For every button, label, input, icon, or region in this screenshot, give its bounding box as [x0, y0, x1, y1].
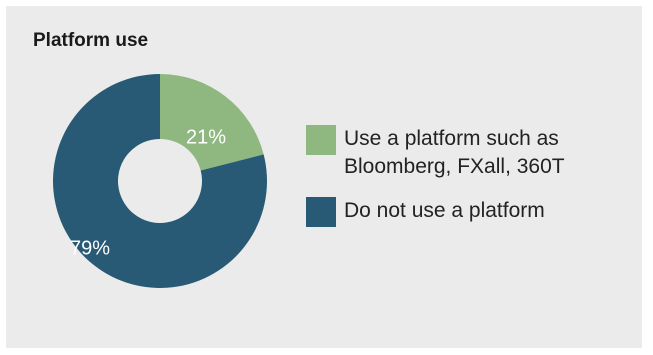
legend-item-no-platform: Do not use a platform — [306, 197, 644, 227]
legend-label: Do not use a platform — [344, 199, 545, 222]
legend-swatch — [306, 197, 336, 227]
chart-title: Platform use — [33, 30, 149, 51]
chart-panel: Platform use 21% 79% Use a platform such … — [6, 6, 642, 348]
legend-swatch — [306, 125, 336, 155]
slice-labels: 21% 79% — [70, 126, 226, 259]
legend-label: Use a platform such as Bloomberg, FXall,… — [344, 127, 565, 178]
legend-item-use-platform: Use a platform such as Bloomberg, FXall,… — [306, 125, 644, 181]
donut-slice-1 — [160, 74, 264, 171]
donut-slices — [53, 74, 267, 289]
donut-chart: 21% 79% — [53, 74, 267, 289]
donut-slice-2 — [53, 74, 267, 289]
slice-label-1: 21% — [186, 126, 226, 148]
slice-label-2: 79% — [70, 237, 110, 259]
chart-legend: Use a platform such as Bloomberg, FXall,… — [306, 125, 644, 243]
